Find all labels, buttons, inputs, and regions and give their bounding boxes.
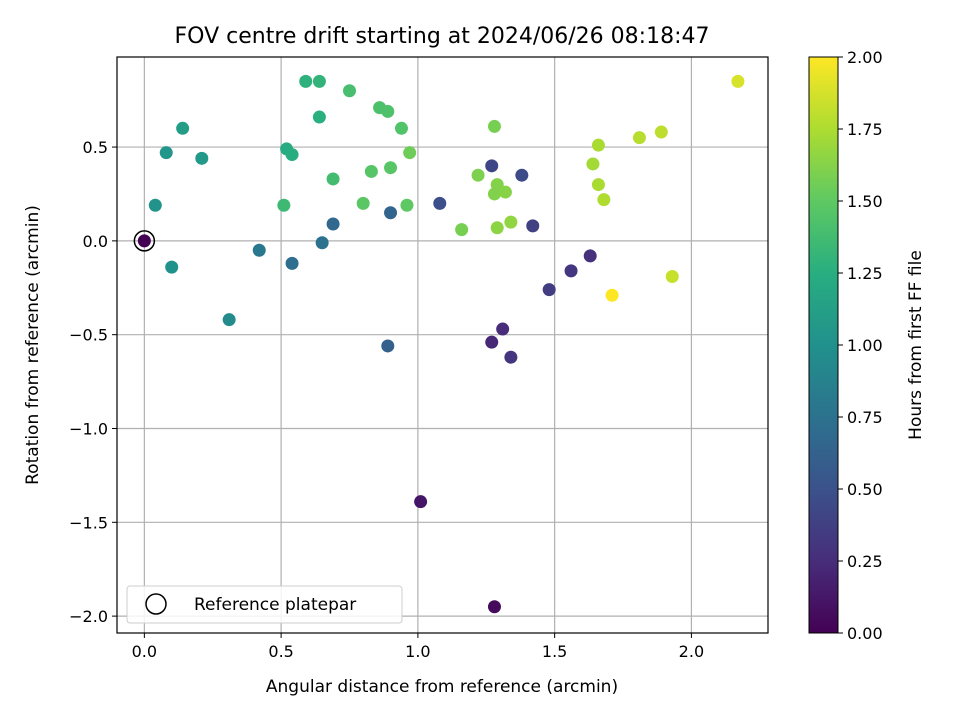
data-point [526,219,540,233]
data-point [487,187,501,201]
data-point [542,283,556,297]
colorbar-tick-label: 0.75 [847,408,883,427]
data-point [285,256,299,270]
y-axis-ticks: 0.5 0.0 −0.5 −1.0 −1.5 −2.0 [69,138,117,626]
data-point [394,121,408,135]
colorbar-tick-label: 1.25 [847,264,883,283]
y-tick-label: −1.0 [69,419,108,438]
colorbar-tick-label: 1.50 [847,192,883,211]
legend-box [126,585,403,624]
data-point [485,335,499,349]
data-point [148,198,162,212]
y-tick-label: 0.0 [83,232,108,251]
data-point [252,243,266,257]
data-point [137,234,151,248]
data-point [654,125,668,139]
x-tick-label: 1.0 [405,642,430,661]
colorbar [808,56,839,634]
y-tick-label: −0.5 [69,326,108,345]
data-point [222,313,236,327]
data-point [326,172,340,186]
x-axis-label: Angular distance from reference (arcmin) [266,677,618,697]
data-point [384,161,398,175]
data-point [498,185,512,199]
colorbar-label: Hours from first FF file [906,250,926,440]
data-point [364,164,378,178]
legend: Reference platepar [126,585,403,624]
colorbar-tick-label: 1.75 [847,120,883,139]
data-point [400,198,414,212]
chart-title: FOV centre drift starting at 2024/06/26 … [175,24,710,49]
scatter-points [133,74,745,614]
y-tick-label: −2.0 [69,607,108,626]
data-point [564,264,578,278]
data-point [165,260,179,274]
data-point [381,104,395,118]
data-point [312,74,326,88]
data-point [414,495,428,509]
colorbar-ticks: 0.00 0.25 0.50 0.75 1.00 1.25 1.50 1.75 2.00 [838,48,883,643]
colorbar-tick-label: 1.00 [847,336,883,355]
data-point [504,350,518,364]
data-point [356,196,370,210]
colorbar-tick-label: 0.25 [847,552,883,571]
data-point [583,249,597,263]
colorbar-tick-label: 0.00 [847,624,883,643]
data-point [665,270,679,284]
data-point [159,146,173,160]
data-point [591,178,605,192]
colorbar-tick-label: 0.50 [847,480,883,499]
data-point [455,223,469,237]
data-point [471,168,485,182]
data-point [487,119,501,133]
data-point [605,288,619,302]
data-point [496,322,510,336]
y-tick-label: −1.5 [69,513,108,532]
data-point [591,138,605,152]
data-point [490,221,504,235]
data-point [485,159,499,173]
grid-lines [117,57,768,633]
x-tick-label: 1.5 [542,642,567,661]
data-point [381,339,395,353]
plot-area-frame [116,56,769,634]
data-point [195,151,209,165]
data-point [433,196,447,210]
reference-platepar-marker [133,230,156,252]
data-point [315,236,329,250]
data-point [403,146,417,160]
data-point [277,198,291,212]
x-tick-label: 0.0 [132,642,157,661]
legend-marker-open-circle [145,593,167,615]
data-point [487,600,501,614]
x-axis-ticks: 0.0 0.5 1.0 1.5 2.0 [132,633,704,661]
data-point [299,74,313,88]
data-point [285,148,299,162]
x-tick-label: 2.0 [679,642,704,661]
data-point [504,215,518,229]
x-tick-label: 0.5 [268,642,293,661]
y-tick-label: 0.5 [83,138,108,157]
data-point [515,168,529,182]
data-point [326,217,340,231]
data-point [312,110,326,124]
data-point [384,206,398,220]
data-point [586,157,600,171]
data-point [343,84,356,98]
y-axis-label: Rotation from reference (arcmin) [23,205,43,485]
data-point [597,193,611,207]
legend-label: Reference platepar [194,595,356,615]
data-point [176,121,190,135]
data-point [632,131,646,145]
data-point [731,74,745,88]
colorbar-tick-label: 2.00 [847,48,883,67]
